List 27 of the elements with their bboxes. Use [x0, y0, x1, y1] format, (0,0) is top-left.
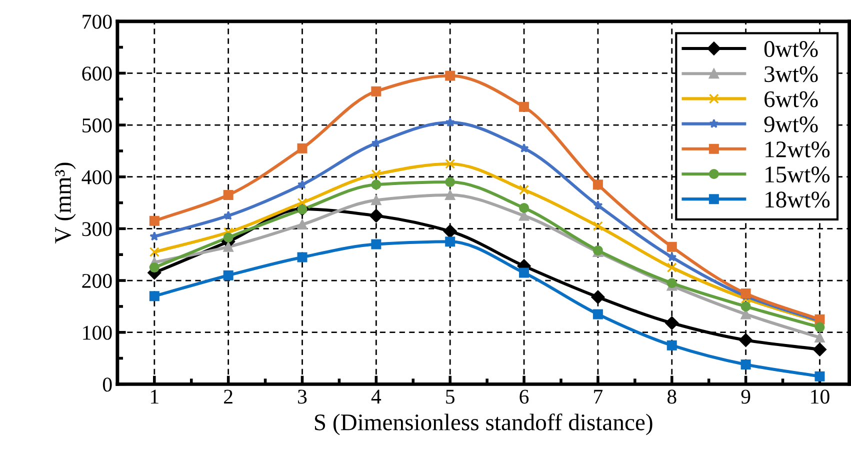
y-axis-title: V (mm³) [54, 162, 76, 244]
legend-label: 3wt% [764, 66, 818, 82]
y-tick-label: 500 [82, 118, 112, 132]
legend-label: 0wt% [764, 41, 818, 58]
x-tick-label: 2 [224, 390, 232, 404]
y-tick-label: 700 [82, 14, 112, 29]
y-tick-label: 0 [102, 378, 112, 392]
x-axis-title: S (Dimensionless standoff distance) [314, 414, 652, 436]
x-tick-label: 7 [594, 390, 603, 404]
x-tick-label: 8 [667, 390, 676, 404]
y-tick-label: 100 [83, 326, 112, 340]
y-tick-label: 400 [82, 170, 112, 184]
x-tick-label: 1 [151, 390, 158, 404]
x-tick-label: 10 [811, 390, 830, 404]
legend-label: 12wt% [766, 141, 830, 158]
y-tick-label: 600 [82, 66, 112, 81]
x-tick-label: 6 [520, 390, 529, 404]
x-tick-label: 9 [741, 390, 750, 404]
x-tick-label: 3 [298, 390, 307, 404]
legend-label: 15wt% [766, 166, 830, 183]
y-tick-label: 300 [82, 222, 112, 236]
legend-label: 9wt% [764, 116, 818, 132]
y-tick-label: 200 [82, 274, 112, 288]
legend-label: 18wt% [766, 192, 830, 208]
legend-label: 6wt% [764, 91, 818, 108]
x-tick-label: 4 [371, 390, 382, 404]
x-tick-label: 5 [446, 390, 454, 404]
